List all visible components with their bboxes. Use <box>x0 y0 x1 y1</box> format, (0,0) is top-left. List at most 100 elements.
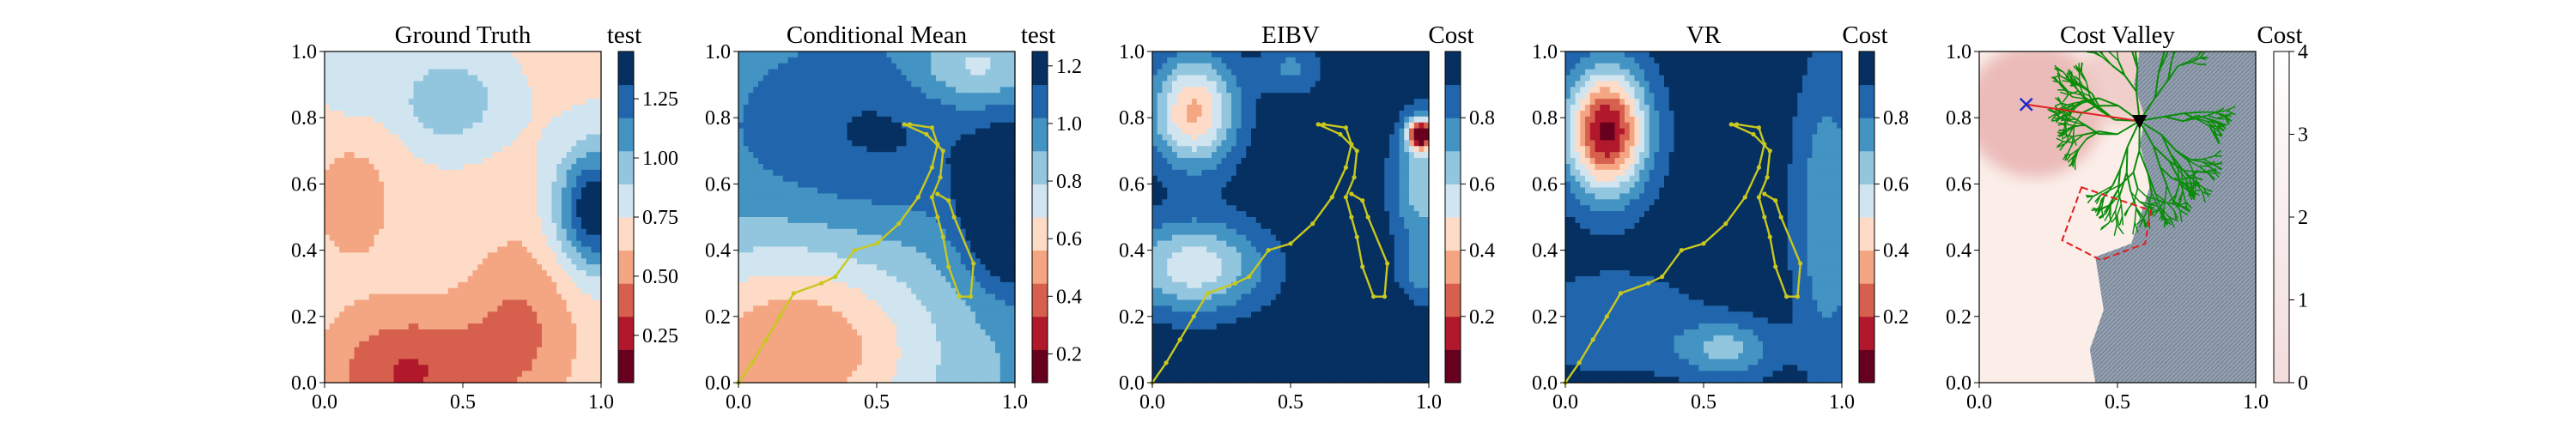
heatmap-cell <box>576 199 582 206</box>
heatmap-cell <box>384 187 390 195</box>
heatmap-cell <box>807 205 813 212</box>
heatmap-cell <box>945 140 951 147</box>
heatmap-cell <box>762 175 769 183</box>
heatmap-cell <box>591 175 597 183</box>
heatmap-cell <box>596 365 602 372</box>
heatmap-cell <box>768 116 774 124</box>
heatmap-cell <box>817 228 823 236</box>
heatmap-cell <box>453 347 459 354</box>
heatmap-cell <box>832 93 838 100</box>
heatmap-cell <box>817 81 823 88</box>
heatmap-cell <box>374 211 380 218</box>
heatmap-cell <box>325 317 331 324</box>
heatmap-cell <box>551 281 557 289</box>
heatmap-cell <box>443 63 449 70</box>
heatmap-cell <box>753 81 759 88</box>
heatmap-cell <box>581 341 587 348</box>
heatmap-cell <box>497 293 503 301</box>
heatmap-cell <box>325 57 331 64</box>
heatmap-cell <box>507 264 513 271</box>
heatmap-cell <box>768 222 774 230</box>
heatmap-cell <box>388 193 395 200</box>
heatmap-cell <box>458 217 464 224</box>
heatmap-cell <box>881 110 888 118</box>
heatmap-cell <box>477 69 483 76</box>
heatmap-cell <box>384 341 390 348</box>
heatmap-cell <box>483 252 489 259</box>
heatmap-cell <box>512 99 518 106</box>
heatmap-cell <box>526 63 533 70</box>
heatmap-cell <box>483 99 489 106</box>
heatmap-cell <box>936 222 942 230</box>
heatmap-cell <box>738 105 744 112</box>
heatmap-cell <box>877 116 883 124</box>
heatmap-cell <box>999 128 1006 136</box>
heatmap-cell <box>748 140 754 147</box>
heatmap-cell <box>1005 87 1011 94</box>
heatmap-cell <box>936 193 942 200</box>
heatmap-cell <box>542 377 548 384</box>
heatmap-cell <box>877 128 883 136</box>
heatmap-cell <box>827 122 833 130</box>
heatmap-cell <box>793 146 799 153</box>
heatmap-cell <box>487 199 494 206</box>
heatmap-cell <box>802 187 809 195</box>
heatmap-cell <box>980 169 987 177</box>
heatmap-cell <box>798 146 804 153</box>
heatmap-cell <box>413 105 419 112</box>
heatmap-cell <box>546 228 553 236</box>
heatmap-cell <box>995 181 1001 189</box>
heatmap-cell <box>428 116 434 124</box>
heatmap-cell <box>847 193 853 200</box>
heatmap-cell <box>916 158 922 165</box>
heatmap-cell <box>463 217 469 224</box>
heatmap-cell <box>960 228 967 236</box>
heatmap-cell <box>951 63 957 70</box>
heatmap-cell <box>463 317 469 324</box>
heatmap-cell <box>911 140 917 147</box>
heatmap-cell <box>354 323 360 330</box>
heatmap-cell <box>866 181 872 189</box>
heatmap-cell <box>758 205 764 212</box>
heatmap-cell <box>931 234 937 242</box>
heatmap-cell <box>334 311 340 318</box>
heatmap-cell <box>990 175 996 183</box>
heatmap-cell <box>433 305 439 312</box>
heatmap-cell <box>596 359 602 366</box>
heatmap-cell <box>802 146 809 153</box>
heatmap-cell <box>413 365 419 372</box>
heatmap-cell <box>507 228 513 236</box>
heatmap-cell <box>586 228 592 236</box>
heatmap-cell <box>586 293 592 301</box>
heatmap-cell <box>965 81 971 88</box>
heatmap-cell <box>581 63 587 70</box>
heatmap-cell <box>537 57 543 64</box>
heatmap-cell <box>743 57 750 64</box>
heatmap-cell <box>463 359 469 366</box>
heatmap-cell <box>546 63 553 70</box>
heatmap-cell <box>532 146 538 153</box>
heatmap-cell <box>551 347 557 354</box>
heatmap-cell <box>827 222 833 230</box>
heatmap-cell <box>847 205 853 212</box>
heatmap-cell <box>812 146 818 153</box>
heatmap-cell <box>492 222 498 230</box>
heatmap-cell <box>931 75 937 82</box>
heatmap-cell <box>861 128 868 136</box>
heatmap-cell <box>467 287 474 295</box>
heatmap-cell <box>562 317 568 324</box>
heatmap-cell <box>487 293 494 301</box>
heatmap-cell <box>916 140 922 147</box>
heatmap-cell <box>956 211 962 218</box>
heatmap-cell <box>546 246 553 253</box>
heatmap-cell <box>453 187 459 195</box>
heatmap-cell <box>556 317 562 324</box>
heatmap-cell <box>802 234 809 242</box>
heatmap-cell <box>329 87 336 94</box>
heatmap-cell <box>532 134 538 141</box>
heatmap-cell <box>562 246 568 253</box>
heatmap-cell <box>364 329 370 336</box>
heatmap-cell <box>443 311 449 318</box>
heatmap-cell <box>758 181 764 189</box>
heatmap-cell <box>388 222 395 230</box>
